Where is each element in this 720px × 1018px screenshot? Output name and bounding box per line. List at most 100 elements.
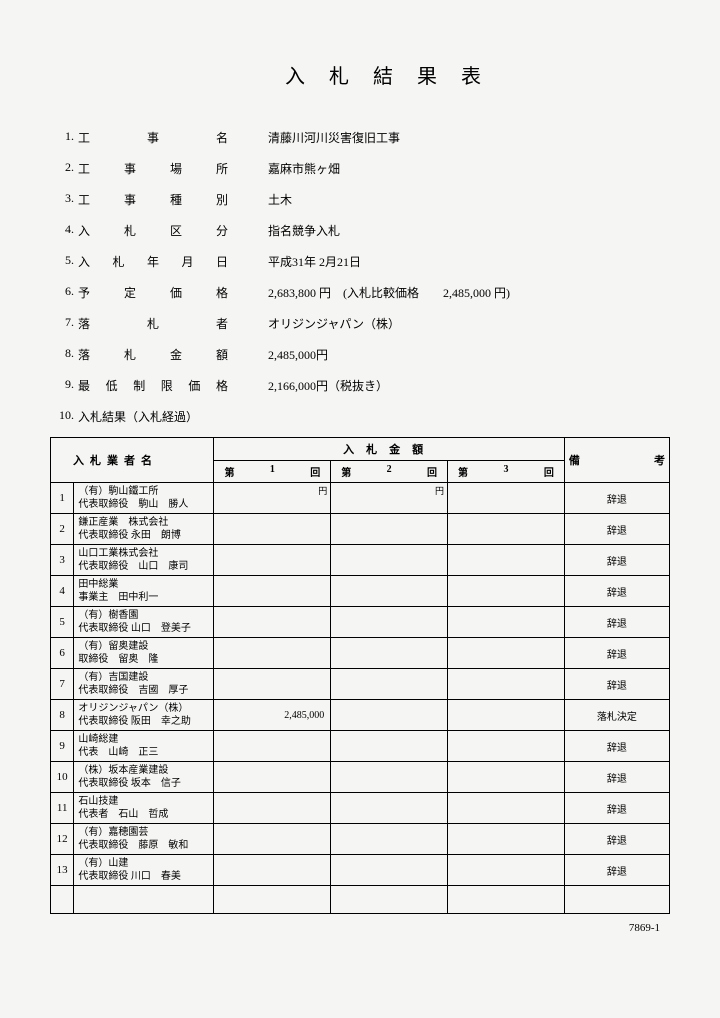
row-amount-3 — [448, 607, 565, 638]
row-amount-2 — [331, 514, 448, 545]
row-company: 山口工業株式会社代表取締役 山口 康司 — [74, 545, 214, 576]
table-row: 9山崎総建代表 山崎 正三辞退 — [51, 731, 670, 762]
empty-cell — [564, 886, 669, 914]
header-round-1: 第 1 回 — [214, 461, 331, 483]
info-row: 9.最低制限価格2,166,000円（税抜き） — [50, 377, 670, 394]
row-company: （有）樹香園代表取締役 山口 登美子 — [74, 607, 214, 638]
row-amount-1 — [214, 793, 331, 824]
row-num: 12 — [51, 824, 74, 855]
row-amount-2 — [331, 700, 448, 731]
r2-r: 回 — [427, 464, 437, 479]
row-num: 11 — [51, 793, 74, 824]
table-row: 12（有）嘉穂園芸代表取締役 藤原 敏和辞退 — [51, 824, 670, 855]
info-value: 嘉麻市熊ヶ畑 — [228, 160, 670, 177]
header-remarks-left: 備 — [569, 452, 580, 468]
row-remarks: 辞退 — [564, 607, 669, 638]
row-remarks: 辞退 — [564, 793, 669, 824]
row-company: （有）留奥建設取締役 留奥 隆 — [74, 638, 214, 669]
info-row: 4.入札区分指名競争入札 — [50, 222, 670, 239]
header-amount-text: 入札金額 — [343, 444, 435, 456]
row-remarks: 辞退 — [564, 545, 669, 576]
row-amount-2 — [331, 762, 448, 793]
row-remarks: 辞退 — [564, 762, 669, 793]
page-title: 入札結果表 — [50, 60, 670, 89]
r3-r: 回 — [544, 464, 554, 479]
info-row: 7.落札者オリジンジャパン（株） — [50, 315, 670, 332]
empty-cell — [51, 886, 74, 914]
empty-cell — [448, 886, 565, 914]
row-amount-1 — [214, 669, 331, 700]
table-row: 1（有）駒山鐵工所代表取締役 駒山 勝人円円辞退 — [51, 483, 670, 514]
info-value: オリジンジャパン（株） — [228, 315, 670, 332]
table-row: 10（株）坂本産業建設代表取締役 坂本 信子辞退 — [51, 762, 670, 793]
row-num: 9 — [51, 731, 74, 762]
info-label: 予定価格 — [78, 284, 228, 301]
info-value: 清藤川河川災害復旧工事 — [228, 129, 670, 146]
table-row: 5（有）樹香園代表取締役 山口 登美子 辞退 — [51, 607, 670, 638]
row-amount-3 — [448, 545, 565, 576]
row-company: 鎌正産業 株式会社代表取締役 永田 朗博 — [74, 514, 214, 545]
info-num: 4. — [50, 222, 78, 239]
info-num: 1. — [50, 129, 78, 146]
row-amount-3 — [448, 576, 565, 607]
row-amount-1 — [214, 762, 331, 793]
row-amount-3 — [448, 824, 565, 855]
table-row: 8オリジンジャパン（株）代表取締役 阪田 幸之助2,485,000落札決定 — [51, 700, 670, 731]
row-amount-2: 円 — [331, 483, 448, 514]
row-company: 山崎総建代表 山崎 正三 — [74, 731, 214, 762]
info-label: 落札金額 — [78, 346, 228, 363]
row-company: 田中総業事業主 田中利一 — [74, 576, 214, 607]
row-num: 4 — [51, 576, 74, 607]
row-amount-1 — [214, 731, 331, 762]
info-num: 9. — [50, 377, 78, 394]
r3-l: 第 — [458, 464, 468, 479]
section-10: 10. 入札結果（入札経過） — [50, 408, 670, 425]
info-row: 6.予定価格2,683,800 円 (入札比較価格 2,485,000 円) — [50, 284, 670, 301]
row-num: 8 — [51, 700, 74, 731]
empty-cell — [331, 886, 448, 914]
row-company: 石山技建代表者 石山 哲成 — [74, 793, 214, 824]
row-amount-2 — [331, 545, 448, 576]
row-num: 10 — [51, 762, 74, 793]
row-amount-3 — [448, 793, 565, 824]
row-amount-1 — [214, 545, 331, 576]
row-amount-2 — [331, 607, 448, 638]
row-amount-1 — [214, 514, 331, 545]
row-remarks: 辞退 — [564, 576, 669, 607]
row-amount-1 — [214, 607, 331, 638]
info-label: 工事名 — [78, 129, 228, 146]
info-label: 最低制限価格 — [78, 377, 228, 394]
info-value: 土木 — [228, 191, 670, 208]
row-num: 6 — [51, 638, 74, 669]
results-table-wrap: 入札業者名 入札金額 備 考 第 1 — [50, 437, 670, 914]
r2-m: 2 — [387, 464, 392, 479]
r1-m: 1 — [270, 464, 275, 479]
row-num: 1 — [51, 483, 74, 514]
row-amount-1: 2,485,000 — [214, 700, 331, 731]
row-amount-3 — [448, 762, 565, 793]
info-num: 7. — [50, 315, 78, 332]
row-company: （有）駒山鐵工所代表取締役 駒山 勝人 — [74, 483, 214, 514]
info-label: 工事場所 — [78, 160, 228, 177]
row-amount-3 — [448, 700, 565, 731]
results-table: 入札業者名 入札金額 備 考 第 1 — [50, 437, 670, 914]
info-num: 8. — [50, 346, 78, 363]
row-num: 5 — [51, 607, 74, 638]
info-section: 1.工事名清藤川河川災害復旧工事2.工事場所嘉麻市熊ヶ畑3.工事種別土木4.入札… — [50, 129, 670, 394]
row-amount-3 — [448, 514, 565, 545]
table-row: 11石山技建代表者 石山 哲成 辞退 — [51, 793, 670, 824]
empty-cell — [74, 886, 214, 914]
row-amount-2 — [331, 731, 448, 762]
table-row-empty — [51, 886, 670, 914]
section-10-num: 10. — [50, 408, 78, 425]
info-num: 2. — [50, 160, 78, 177]
row-amount-2 — [331, 576, 448, 607]
row-remarks: 辞退 — [564, 514, 669, 545]
row-remarks: 落札決定 — [564, 700, 669, 731]
info-value: 指名競争入札 — [228, 222, 670, 239]
row-amount-3 — [448, 483, 565, 514]
info-value: 平成31年 2月21日 — [228, 253, 670, 270]
row-amount-2 — [331, 669, 448, 700]
info-label: 落札者 — [78, 315, 228, 332]
header-remarks: 備 考 — [564, 438, 669, 483]
